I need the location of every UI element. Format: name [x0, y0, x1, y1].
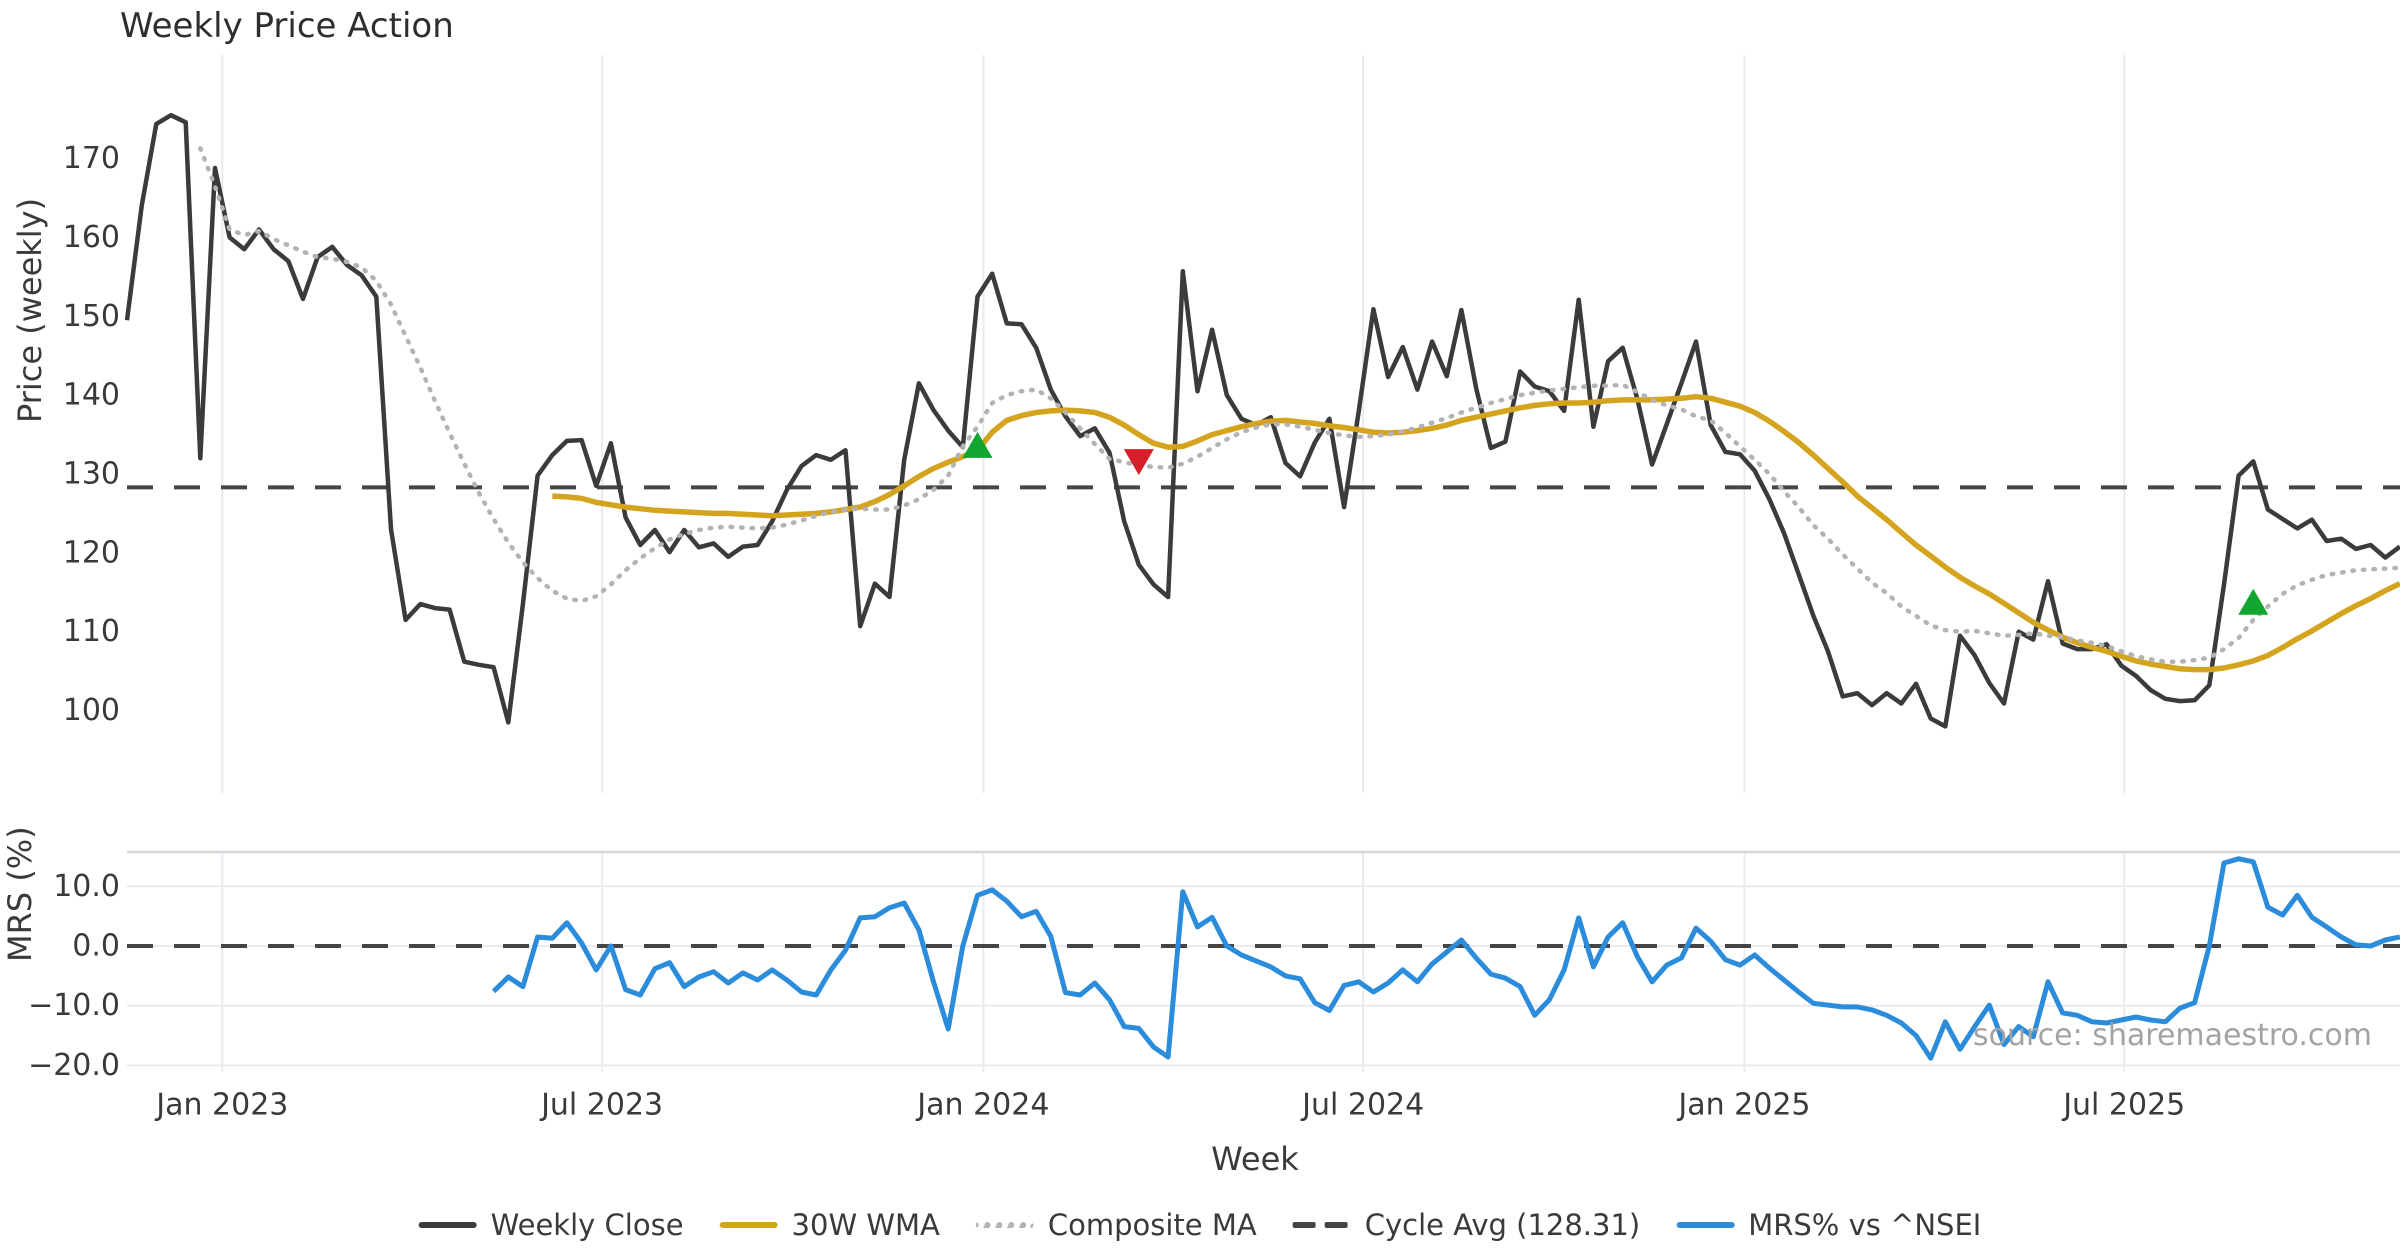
- source-watermark: source: sharemaestro.com: [1973, 1018, 2372, 1053]
- x-tick-label: Jan 2024: [915, 1088, 1049, 1123]
- mrs-line: [491, 856, 2400, 1061]
- mrs-tick-label: 0.0: [72, 929, 120, 964]
- legend-label: Weekly Close: [490, 1208, 684, 1242]
- x-tick-label: Jan 2023: [154, 1088, 288, 1123]
- x-tick-label: Jul 2023: [539, 1088, 663, 1123]
- legend-label: Composite MA: [1047, 1208, 1257, 1242]
- composite-ma-line: [198, 146, 2400, 664]
- legend-label: MRS% vs ^NSEI: [1748, 1208, 1982, 1242]
- legend-swatch: [719, 1222, 778, 1228]
- legend-swatch: [1292, 1222, 1351, 1228]
- price-tick-label: 130: [63, 457, 120, 492]
- price-tick-label: 140: [63, 378, 120, 413]
- price-tick-label: 120: [63, 535, 120, 570]
- sell-signal-marker: [1123, 449, 1154, 476]
- chart-title: Weekly Price Action: [120, 6, 454, 46]
- legend-item: Composite MA: [975, 1208, 1257, 1242]
- price-tick-label: 150: [63, 299, 120, 334]
- mrs-tick-label: −10.0: [28, 988, 120, 1023]
- legend-label: Cycle Avg (128.31): [1364, 1208, 1641, 1242]
- price-tick-label: 160: [63, 220, 120, 255]
- buy-signal-marker: [2238, 588, 2269, 615]
- price-tick-label: 110: [63, 614, 120, 649]
- mrs-tick-label: −20.0: [28, 1048, 120, 1083]
- legend-item: MRS% vs ^NSEI: [1676, 1208, 1981, 1242]
- x-tick-label: Jan 2025: [1676, 1088, 1810, 1123]
- mrs-tick-label: 10.0: [53, 869, 120, 904]
- x-axis-label: Week: [1211, 1140, 1299, 1178]
- legend-item: Weekly Close: [418, 1208, 684, 1242]
- price-tick-label: 170: [63, 141, 120, 176]
- buy-signal-marker: [962, 431, 993, 458]
- legend-swatch: [1676, 1222, 1735, 1228]
- legend-swatch: [975, 1222, 1034, 1228]
- x-tick-label: Jul 2024: [1300, 1088, 1424, 1123]
- x-tick-label: Jul 2025: [2061, 1088, 2185, 1123]
- legend-swatch: [418, 1222, 477, 1228]
- legend-item: Cycle Avg (128.31): [1292, 1208, 1641, 1242]
- legend: Weekly Close 30W WMA Composite MA Cycle Avg…: [418, 1208, 1981, 1242]
- price-tick-label: 100: [63, 693, 120, 728]
- legend-item: 30W WMA: [719, 1208, 940, 1242]
- legend-label: 30W WMA: [791, 1208, 940, 1242]
- wma-30w-line: [552, 393, 2400, 673]
